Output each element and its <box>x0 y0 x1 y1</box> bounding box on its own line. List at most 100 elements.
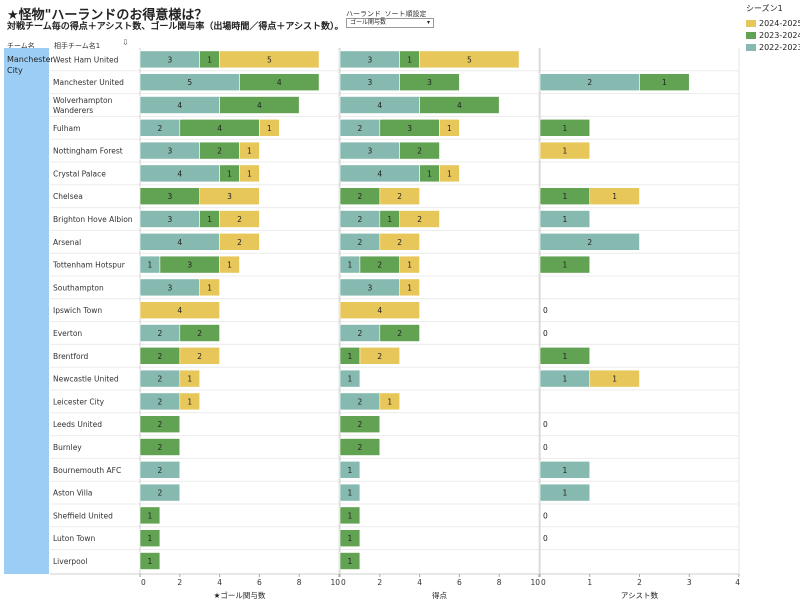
bar-value-label: 1 <box>562 215 567 224</box>
opponent-label[interactable]: Chelsea <box>53 192 83 201</box>
bar-value-label: 2 <box>358 192 363 201</box>
sort-icon[interactable]: ⇩ <box>122 38 129 47</box>
legend-item-2022-2023[interactable]: 2022-2023 <box>746 41 800 53</box>
axis-label: ★ゴール関与数 <box>214 590 266 600</box>
bar-value-label: 4 <box>177 101 182 110</box>
bar-value-label: 1 <box>227 261 232 270</box>
bar-value-label: 2 <box>158 124 163 133</box>
opponent-label[interactable]: Manchester United <box>53 78 124 87</box>
legend-swatch <box>746 19 756 27</box>
bar-segment <box>439 119 460 137</box>
legend-label: 2023-2024 <box>759 30 800 40</box>
opponent-label[interactable]: Sheffield United <box>53 511 113 520</box>
bar-segment <box>539 233 640 251</box>
bar-segment <box>139 483 181 502</box>
bar-value-label: 2 <box>358 397 363 406</box>
opponent-label[interactable]: Crystal Palace <box>53 169 106 178</box>
bar-value-label: 1 <box>148 534 153 543</box>
zero-value-label: 0 <box>543 420 548 429</box>
opponent-label[interactable]: Burnley <box>53 443 82 452</box>
tick-label: 10 <box>330 578 340 587</box>
bar-value-label: 1 <box>612 375 617 384</box>
team-column-header[interactable]: チーム名 <box>7 42 35 50</box>
bar-segment <box>539 210 591 228</box>
bar-segment <box>589 369 640 388</box>
bar-segment <box>239 73 320 91</box>
bar-segment <box>139 529 161 548</box>
bar-segment <box>379 233 420 251</box>
bar-value-label: 1 <box>348 489 353 498</box>
sort-order-select[interactable]: ゴール関与数 ▾ <box>346 18 434 28</box>
opponent-label[interactable]: Leeds United <box>53 420 102 429</box>
bar-value-label: 2 <box>158 466 163 475</box>
zero-value-label: 0 <box>543 511 548 520</box>
opponent-label[interactable]: Ipswich Town <box>53 306 102 315</box>
tick-label: 2 <box>177 578 182 587</box>
opponent-label[interactable]: Fulham <box>53 124 80 133</box>
bar-value-label: 1 <box>207 283 212 292</box>
opponent-label[interactable]: Southampton <box>53 283 104 292</box>
bar-value-label: 2 <box>587 78 592 87</box>
bar-value-label: 2 <box>237 238 242 247</box>
bar-value-label: 4 <box>257 101 262 110</box>
opponent-label[interactable]: Wanderers <box>53 106 93 115</box>
opponent-label[interactable]: Arsenal <box>53 238 81 247</box>
bar-value-label: 4 <box>457 101 462 110</box>
bar-segment <box>219 210 260 228</box>
dropdown-arrow-icon: ▾ <box>426 19 430 26</box>
opponent-label[interactable]: Tottenham Hotspur <box>52 261 126 270</box>
opponent-label[interactable]: Liverpool <box>53 557 87 566</box>
bar-segment <box>339 369 361 388</box>
opponent-label[interactable]: Leicester City <box>53 397 105 406</box>
legend-swatch <box>746 43 756 51</box>
opponent-label[interactable]: Aston Villa <box>53 489 93 498</box>
bar-segment <box>219 50 320 69</box>
bar-value-label: 5 <box>187 78 192 87</box>
opponent-column-header[interactable]: 相手チーム名1 <box>54 42 101 50</box>
bar-value-label: 1 <box>562 124 567 133</box>
season-legend: シーズン1 2024-2025 2023-2024 2022-2023 <box>746 3 800 53</box>
bar-segment <box>339 415 381 434</box>
bar-segment <box>339 552 361 570</box>
bar-value-label: 3 <box>167 55 172 64</box>
legend-item-2024-2025[interactable]: 2024-2025 <box>746 17 800 29</box>
zero-value-label: 0 <box>543 329 548 338</box>
bar-value-label: 1 <box>247 169 252 178</box>
opponent-label[interactable]: Everton <box>53 329 82 338</box>
opponent-label[interactable]: Nottingham Forest <box>53 147 123 156</box>
bar-value-label: 1 <box>407 283 412 292</box>
bar-value-label: 1 <box>562 375 567 384</box>
bar-value-label: 1 <box>562 147 567 156</box>
bar-value-label: 2 <box>397 329 402 338</box>
bar-value-label: 1 <box>387 215 392 224</box>
sort-order-value: ゴール関与数 <box>350 19 387 26</box>
opponent-label[interactable]: Newcastle United <box>53 375 119 384</box>
bar-value-label: 3 <box>187 261 192 270</box>
team-cell[interactable] <box>4 48 49 574</box>
opponent-label[interactable]: West Ham United <box>53 55 119 64</box>
bar-value-label: 1 <box>207 55 212 64</box>
bar-value-label: 3 <box>367 147 372 156</box>
bar-value-label: 4 <box>217 124 222 133</box>
bar-segment <box>139 301 220 320</box>
bar-segment <box>339 529 361 548</box>
opponent-label[interactable]: Luton Town <box>53 534 95 543</box>
bar-value-label: 4 <box>377 306 382 315</box>
bar-segment <box>589 187 640 205</box>
bar-segment <box>399 210 440 228</box>
bar-segment <box>339 460 361 479</box>
bar-segment <box>339 301 420 320</box>
opponent-label[interactable]: Bournemouth AFC <box>53 466 121 475</box>
bar-value-label: 3 <box>427 78 432 87</box>
opponent-label[interactable]: Wolverhampton <box>53 96 113 105</box>
tick-label: 6 <box>457 578 462 587</box>
legend-item-2023-2024[interactable]: 2023-2024 <box>746 29 800 41</box>
opponent-label[interactable]: Brentford <box>53 352 89 361</box>
bar-value-label: 2 <box>158 397 163 406</box>
bar-value-label: 4 <box>377 169 382 178</box>
opponent-label[interactable]: Brighton Hove Albion <box>53 215 133 224</box>
bar-segment <box>219 96 300 114</box>
bar-segment <box>639 73 690 91</box>
bar-segment <box>219 255 240 274</box>
axis-label: アシスト数 <box>621 590 659 600</box>
